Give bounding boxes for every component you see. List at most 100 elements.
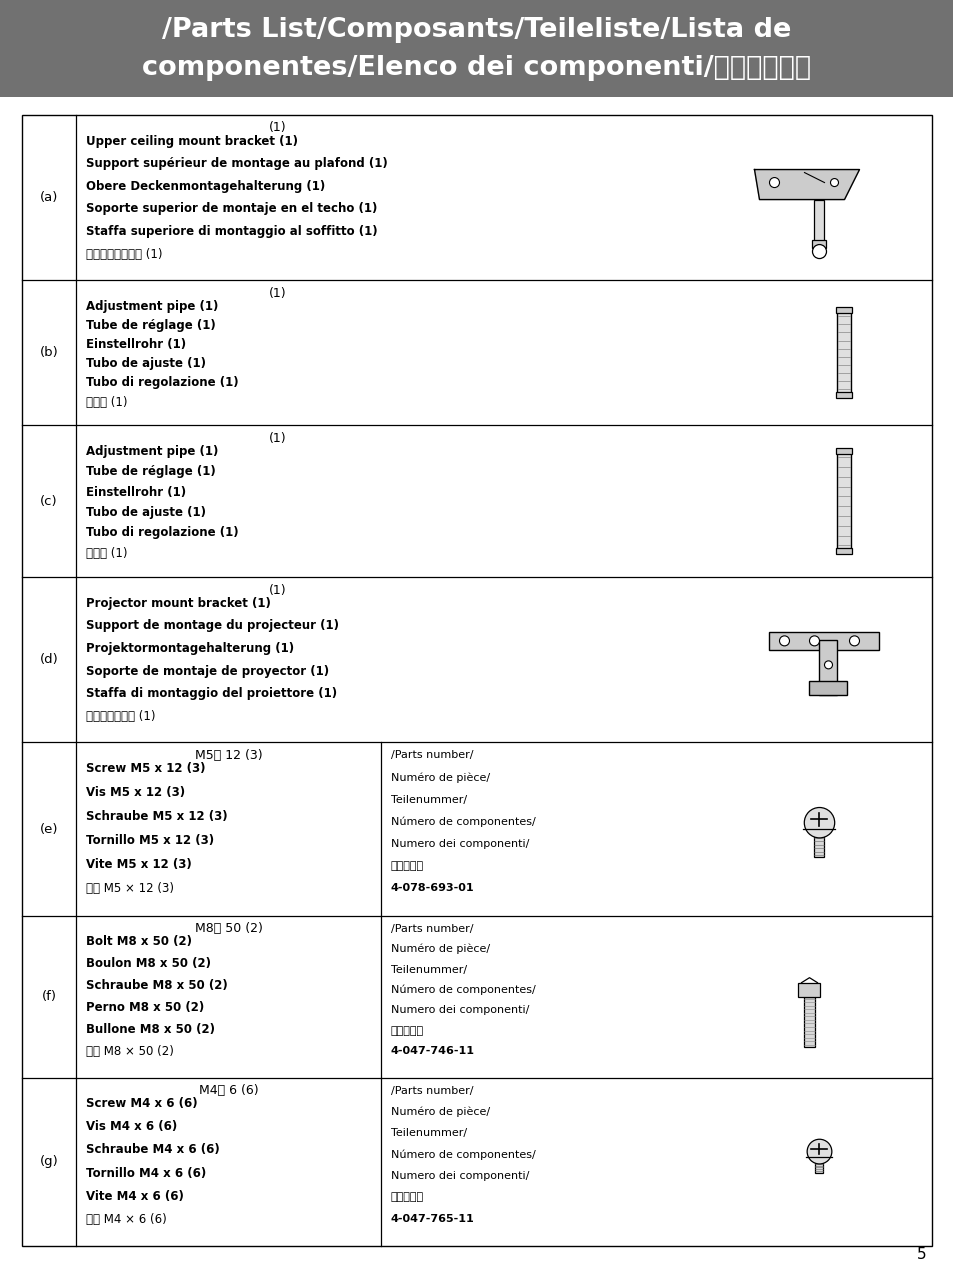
Text: Número de componentes/: Número de componentes/: [391, 985, 536, 995]
Text: Schraube M4 x 6 (6): Schraube M4 x 6 (6): [86, 1144, 219, 1157]
Bar: [837, 451, 851, 552]
Text: (a): (a): [40, 191, 58, 204]
Text: Tubo de ajuste (1): Tubo de ajuste (1): [86, 357, 206, 371]
Bar: [836, 448, 852, 455]
Text: Tube de réglage (1): Tube de réglage (1): [86, 465, 215, 478]
Text: 零部件号码: 零部件号码: [391, 1026, 424, 1036]
Text: /Parts number/: /Parts number/: [391, 750, 473, 761]
Polygon shape: [754, 169, 859, 200]
Text: Tube de réglage (1): Tube de réglage (1): [86, 318, 215, 331]
Text: (1): (1): [268, 583, 286, 596]
Text: Schraube M8 x 50 (2): Schraube M8 x 50 (2): [86, 980, 228, 992]
Text: Numéro de pièce/: Numéro de pièce/: [391, 1107, 490, 1117]
Text: (1): (1): [268, 432, 286, 445]
Text: 投影仪安装支架 (1): 投影仪安装支架 (1): [86, 710, 155, 722]
Bar: [798, 982, 820, 996]
Circle shape: [830, 178, 838, 186]
Text: Número de componentes/: Número de componentes/: [391, 817, 536, 827]
Text: 螺栀 M5 × 12 (3): 螺栀 M5 × 12 (3): [86, 882, 173, 896]
Text: Numéro de pièce/: Numéro de pièce/: [391, 772, 490, 782]
Text: Teilenummer/: Teilenummer/: [391, 1129, 467, 1139]
Text: Tubo de ajuste (1): Tubo de ajuste (1): [86, 506, 206, 519]
Text: Teilenummer/: Teilenummer/: [391, 964, 467, 975]
Bar: [836, 548, 852, 554]
Text: Vite M4 x 6 (6): Vite M4 x 6 (6): [86, 1190, 184, 1203]
Text: Vis M4 x 6 (6): Vis M4 x 6 (6): [86, 1120, 177, 1134]
Bar: [803, 996, 814, 1047]
Bar: [814, 200, 823, 242]
Text: (1): (1): [268, 121, 286, 135]
Text: 螺栀 M4 × 6 (6): 螺栀 M4 × 6 (6): [86, 1213, 167, 1226]
Text: Numero dei componenti/: Numero dei componenti/: [391, 1171, 529, 1181]
Bar: [837, 311, 851, 395]
Text: Vis M5 x 12 (3): Vis M5 x 12 (3): [86, 786, 185, 799]
Bar: [809, 680, 846, 694]
Text: /Parts List/Composants/Teileliste/Lista de: /Parts List/Composants/Teileliste/Lista …: [162, 17, 791, 43]
Bar: [836, 392, 852, 399]
Text: 调节管 (1): 调节管 (1): [86, 395, 128, 409]
Text: Tornillo M5 x 12 (3): Tornillo M5 x 12 (3): [86, 834, 213, 847]
Text: /Parts number/: /Parts number/: [391, 924, 473, 934]
Text: 调节管 (1): 调节管 (1): [86, 547, 128, 559]
Circle shape: [779, 636, 789, 646]
Text: Tornillo M4 x 6 (6): Tornillo M4 x 6 (6): [86, 1167, 206, 1180]
Text: (d): (d): [40, 654, 58, 666]
Text: (c): (c): [40, 494, 58, 508]
Text: Einstellrohr (1): Einstellrohr (1): [86, 485, 186, 498]
Text: (g): (g): [40, 1156, 58, 1168]
Text: (e): (e): [40, 823, 58, 836]
Text: Adjustment pipe (1): Adjustment pipe (1): [86, 445, 218, 457]
Text: (f): (f): [42, 990, 56, 1003]
Text: M8　 50 (2): M8 50 (2): [194, 922, 262, 935]
Circle shape: [803, 808, 834, 838]
Text: 4-047-746-11: 4-047-746-11: [391, 1046, 475, 1056]
Text: 5: 5: [917, 1247, 926, 1263]
Text: componentes/Elenco dei componenti/零部件一览表: componentes/Elenco dei componenti/零部件一览表: [142, 55, 811, 82]
Text: Soporte superior de montaje en el techo (1): Soporte superior de montaje en el techo …: [86, 203, 377, 215]
Bar: [819, 640, 837, 694]
Text: Número de componentes/: Número de componentes/: [391, 1149, 536, 1161]
Text: Soporte de montaje de proyector (1): Soporte de montaje de proyector (1): [86, 665, 329, 678]
Text: 零部件号码: 零部件号码: [391, 861, 424, 871]
Text: 4-047-765-11: 4-047-765-11: [391, 1214, 475, 1224]
Text: 零部件号码: 零部件号码: [391, 1192, 424, 1203]
Text: Adjustment pipe (1): Adjustment pipe (1): [86, 299, 218, 312]
Text: Boulon M8 x 50 (2): Boulon M8 x 50 (2): [86, 957, 211, 971]
Text: M5　 12 (3): M5 12 (3): [194, 749, 262, 762]
Circle shape: [823, 661, 832, 669]
Text: Staffa di montaggio del proiettore (1): Staffa di montaggio del proiettore (1): [86, 687, 336, 701]
Text: (b): (b): [40, 347, 58, 359]
Text: Bullone M8 x 50 (2): Bullone M8 x 50 (2): [86, 1023, 214, 1037]
Bar: [0, 0, 953, 97]
Circle shape: [809, 636, 819, 646]
Text: 4-078-693-01: 4-078-693-01: [391, 883, 475, 893]
Text: Obere Deckenmontagehalterung (1): Obere Deckenmontagehalterung (1): [86, 180, 325, 192]
Text: 螺栀 M8 × 50 (2): 螺栀 M8 × 50 (2): [86, 1046, 173, 1059]
Text: /Parts number/: /Parts number/: [391, 1085, 473, 1096]
Bar: [22, 115, 931, 1246]
Text: Upper ceiling mount bracket (1): Upper ceiling mount bracket (1): [86, 135, 297, 148]
Text: Perno M8 x 50 (2): Perno M8 x 50 (2): [86, 1001, 204, 1014]
Text: Numero dei componenti/: Numero dei componenti/: [391, 838, 529, 848]
Text: Projector mount bracket (1): Projector mount bracket (1): [86, 596, 271, 610]
Bar: [815, 1157, 822, 1173]
Text: Einstellrohr (1): Einstellrohr (1): [86, 338, 186, 352]
Text: Teilenummer/: Teilenummer/: [391, 795, 467, 805]
Text: Projektormontagehalterung (1): Projektormontagehalterung (1): [86, 642, 294, 655]
Text: Schraube M5 x 12 (3): Schraube M5 x 12 (3): [86, 810, 228, 823]
Bar: [812, 240, 825, 247]
Text: M4　 6 (6): M4 6 (6): [198, 1084, 258, 1097]
Circle shape: [806, 1139, 831, 1164]
Text: Bolt M8 x 50 (2): Bolt M8 x 50 (2): [86, 935, 192, 948]
Text: 上天花板安装支架 (1): 上天花板安装支架 (1): [86, 247, 162, 260]
Circle shape: [769, 177, 779, 187]
Text: Screw M4 x 6 (6): Screw M4 x 6 (6): [86, 1097, 197, 1110]
Text: Vite M5 x 12 (3): Vite M5 x 12 (3): [86, 857, 192, 871]
Circle shape: [848, 636, 859, 646]
Text: (1): (1): [268, 287, 286, 299]
Bar: [814, 829, 823, 857]
Text: Tubo di regolazione (1): Tubo di regolazione (1): [86, 526, 238, 539]
Text: Numero dei componenti/: Numero dei componenti/: [391, 1005, 529, 1015]
Bar: [836, 307, 852, 313]
Text: Screw M5 x 12 (3): Screw M5 x 12 (3): [86, 762, 205, 775]
